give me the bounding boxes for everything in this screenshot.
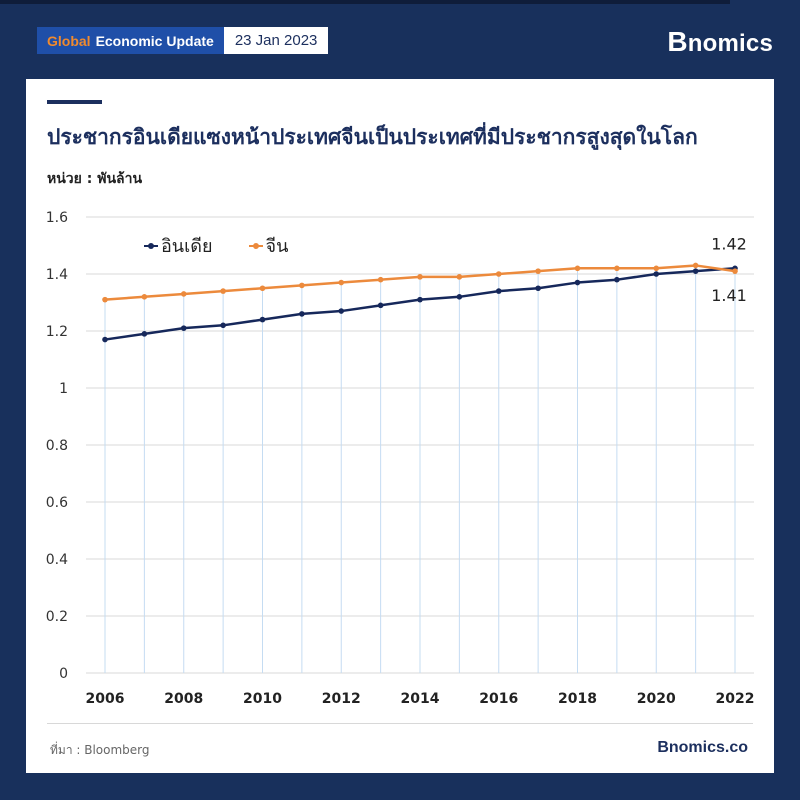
source-note: ที่มา : Bloomberg — [50, 743, 150, 757]
data-point-china — [574, 265, 581, 272]
legend-item-india: อินเดีย — [144, 231, 213, 260]
data-point-china — [417, 274, 423, 280]
data-point-india — [338, 308, 345, 314]
x-tick-label: 2006 — [86, 691, 125, 707]
data-point-india — [377, 302, 384, 309]
unit-label: หน่วย : พันล้าน — [47, 171, 143, 187]
data-point-china — [259, 285, 266, 292]
data-point-china — [692, 262, 699, 269]
data-point-india — [180, 325, 187, 331]
x-tick-label: 2022 — [716, 691, 755, 707]
x-tick-label: 2018 — [558, 691, 597, 707]
footer-divider — [47, 723, 753, 724]
end-label-china: 1.41 — [711, 286, 747, 305]
footer-brand: Bnomics.co — [657, 739, 748, 756]
data-point-china — [535, 268, 541, 274]
y-tick-label: 0.8 — [46, 438, 68, 454]
data-point-china — [299, 282, 305, 289]
legend-swatch-india — [144, 240, 158, 252]
top-edge-line — [0, 0, 730, 4]
x-tick-label: 2020 — [637, 691, 676, 707]
legend-label-china: จีน — [265, 236, 289, 257]
y-tick-label: 1 — [59, 381, 68, 397]
x-tick-label: 2014 — [401, 691, 440, 707]
legend: อินเดีย จีน — [144, 231, 288, 260]
y-tick-label: 0.2 — [46, 609, 68, 625]
data-point-india — [535, 285, 541, 292]
header-tag-accent: Global — [47, 32, 91, 49]
data-point-india — [692, 268, 699, 274]
data-point-china — [180, 291, 187, 297]
x-tick-label: 2012 — [322, 691, 361, 707]
data-point-china — [338, 279, 345, 286]
x-tick-label: 2008 — [164, 691, 203, 707]
data-point-india — [299, 311, 305, 317]
data-point-india — [220, 322, 226, 329]
y-tick-label: 0 — [59, 666, 68, 682]
data-point-china — [732, 268, 738, 274]
data-point-india — [141, 331, 148, 337]
data-point-china — [495, 271, 502, 277]
data-point-china — [141, 294, 148, 300]
data-point-china — [220, 288, 226, 294]
x-tick-label: 2010 — [243, 691, 282, 707]
data-point-india — [456, 294, 463, 300]
y-tick-label: 0.4 — [46, 552, 68, 568]
data-point-india — [259, 316, 266, 323]
data-point-india — [102, 336, 108, 343]
header-tag: Global Economic Update 23 Jan 2023 — [37, 27, 329, 54]
brand-initial: B — [667, 26, 688, 57]
brand-rest: nomics — [687, 30, 773, 57]
legend-label-india: อินเดีย — [161, 236, 213, 257]
data-point-china — [456, 274, 463, 280]
chart-title: ประชากรอินเดียแซงหน้าประเทศจีนเป็นประเทศ… — [47, 125, 698, 149]
y-tick-label: 0.6 — [46, 495, 68, 511]
brand-logo: Bnomics — [667, 26, 773, 58]
y-tick-label: 1.4 — [46, 267, 68, 283]
title-accent-bar — [47, 100, 102, 104]
header-tag-title: Global Economic Update — [37, 27, 224, 54]
end-label-india: 1.42 — [711, 234, 747, 253]
data-point-india — [417, 296, 423, 303]
legend-item-china: จีน — [248, 231, 289, 260]
x-tick-label: 2016 — [479, 691, 518, 707]
data-point-india — [495, 288, 502, 294]
data-point-china — [102, 296, 108, 303]
y-tick-label: 1.6 — [46, 210, 68, 226]
data-point-china — [614, 265, 620, 272]
data-point-india — [653, 271, 660, 277]
data-point-china — [653, 265, 660, 272]
data-point-india — [574, 279, 581, 286]
line-chart: 0 0.2 0.4 0.6 0.8 1 1.2 1.4 1.6 2006 2008 2010 2012 2… — [46, 210, 755, 707]
data-point-china — [377, 276, 384, 283]
y-tick-label: 1.2 — [46, 324, 68, 340]
legend-swatch-china — [248, 240, 263, 252]
data-point-india — [614, 276, 620, 283]
header-tag-rest: Economic Update — [95, 32, 214, 49]
chart-card: ประชากรอินเดียแซงหน้าประเทศจีนเป็นประเทศ… — [26, 79, 774, 773]
header-date: 23 Jan 2023 — [223, 27, 329, 54]
